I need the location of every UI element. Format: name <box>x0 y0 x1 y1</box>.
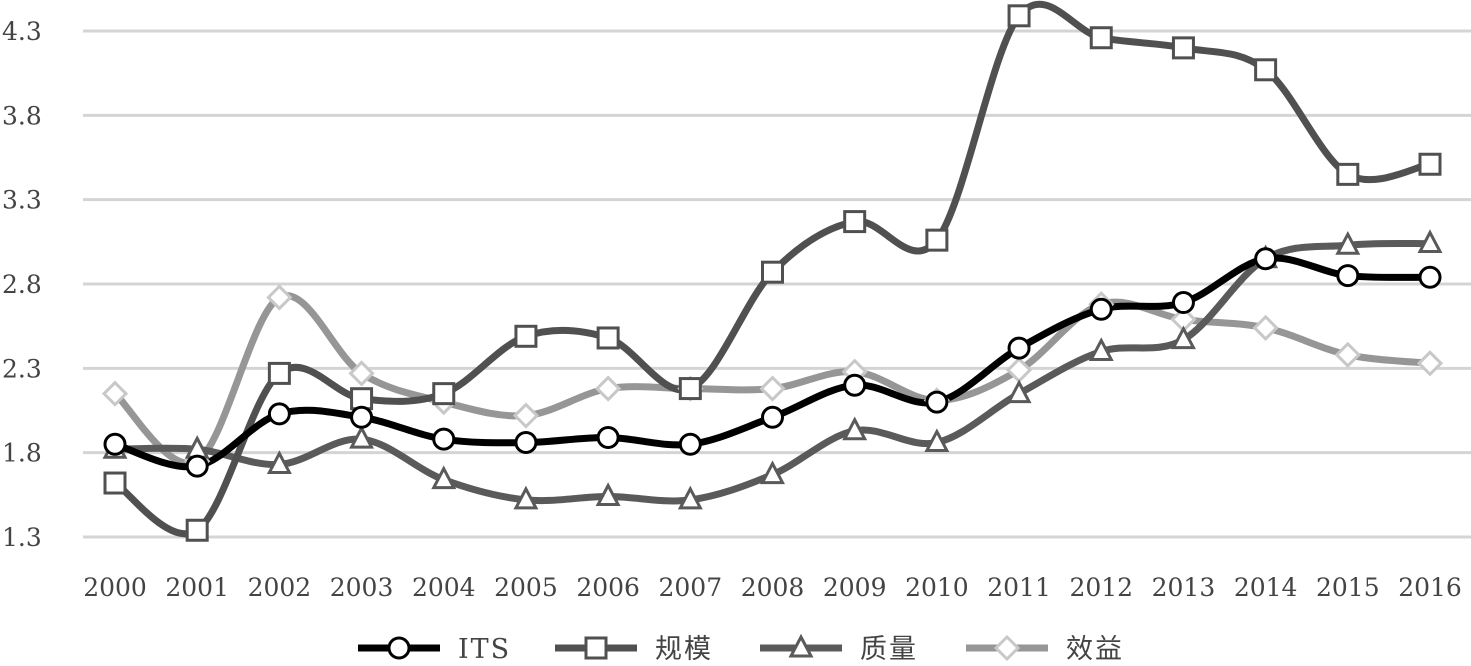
x-tick-label: 2004 <box>412 573 476 602</box>
data-point <box>678 377 702 401</box>
legend-label: 效益 <box>1066 634 1124 662</box>
series-markers <box>101 4 1444 542</box>
data-point <box>185 454 209 478</box>
data-point <box>267 361 291 385</box>
data-point <box>1007 336 1031 360</box>
data-point <box>1417 229 1443 254</box>
y-tick-label: 1.3 <box>2 523 42 552</box>
x-tick-label: 2011 <box>987 573 1051 602</box>
data-point <box>925 228 949 252</box>
data-point <box>1007 4 1031 28</box>
data-point <box>266 284 293 311</box>
data-point <box>1418 152 1442 176</box>
x-tick-label: 2005 <box>494 573 558 602</box>
legend-marker <box>584 636 608 660</box>
data-point <box>595 482 621 507</box>
data-point <box>103 471 127 495</box>
data-point <box>267 402 291 426</box>
data-point <box>596 425 620 449</box>
y-tick-label: 1.8 <box>2 439 42 468</box>
data-point <box>1416 350 1444 377</box>
data-point <box>432 427 456 451</box>
data-point <box>1335 230 1361 255</box>
data-point <box>1252 314 1279 341</box>
y-tick-label: 3.3 <box>2 186 42 215</box>
data-point <box>761 260 784 284</box>
x-tick-label: 2001 <box>165 573 229 602</box>
data-point <box>1171 291 1195 315</box>
data-point <box>595 375 622 402</box>
legend-label: 质量 <box>860 634 918 662</box>
legend-label: ITS <box>458 634 511 662</box>
x-tick-label: 2002 <box>248 573 312 602</box>
legend-marker <box>387 636 411 660</box>
data-point <box>761 405 784 429</box>
data-point <box>760 460 785 485</box>
data-point <box>1336 162 1360 186</box>
data-point <box>266 450 292 474</box>
x-tick-label: 2003 <box>330 573 394 602</box>
data-point <box>350 405 374 429</box>
y-tick-label: 2.8 <box>2 270 42 299</box>
y-tick-label: 2.3 <box>2 354 42 383</box>
data-point <box>1006 379 1032 404</box>
x-tick-label: 2006 <box>576 573 640 602</box>
data-point <box>1088 337 1114 361</box>
data-point <box>514 431 538 455</box>
x-tick-label: 2013 <box>1152 573 1216 602</box>
y-tick-label: 3.8 <box>2 101 42 130</box>
data-point <box>513 485 539 510</box>
x-tick-label: 2015 <box>1316 573 1380 602</box>
data-point <box>101 380 129 407</box>
data-point <box>103 432 127 456</box>
legend-entry: ITS <box>358 634 511 665</box>
data-point <box>1171 36 1195 60</box>
legend-entry: 规模 <box>555 634 713 665</box>
legend-entry: 质量 <box>760 633 918 665</box>
data-point <box>432 382 456 406</box>
data-point <box>1254 247 1278 271</box>
x-tick-label: 2010 <box>905 573 969 602</box>
legend-label: 规模 <box>655 634 713 662</box>
data-point <box>1334 341 1361 368</box>
data-point <box>512 402 540 429</box>
data-point <box>350 387 374 411</box>
data-point <box>1170 325 1196 350</box>
data-point <box>1089 297 1113 321</box>
legend-marker <box>788 633 814 658</box>
data-point <box>924 428 950 453</box>
legend-entry: 效益 <box>966 634 1124 665</box>
x-tick-label: 2012 <box>1069 573 1133 602</box>
y-axis-ticks: 1.3 1.8 2.3 2.8 3.3 3.8 4.3 <box>2 17 42 552</box>
data-point <box>431 465 457 490</box>
data-point <box>1418 265 1442 289</box>
data-point <box>1089 26 1113 50</box>
x-tick-label: 2009 <box>823 573 887 602</box>
data-point <box>1336 264 1360 288</box>
legend: ITS 规模 质量 效益 <box>358 633 1124 665</box>
data-point <box>759 375 786 402</box>
legend-marker <box>993 634 1021 662</box>
x-tick-label: 2000 <box>83 573 147 602</box>
data-point <box>185 518 209 542</box>
data-point <box>843 373 867 397</box>
x-tick-label: 2008 <box>741 573 805 602</box>
data-point <box>677 485 703 510</box>
data-point <box>349 424 375 449</box>
data-point <box>514 324 538 348</box>
data-point <box>348 360 375 387</box>
data-point <box>843 210 867 234</box>
data-point <box>678 432 702 456</box>
x-axis-ticks: 2000 2001 2002 2003 2004 2005 2006 2007 2008 2009… <box>83 573 1462 602</box>
data-point <box>925 390 949 414</box>
data-point <box>842 416 868 441</box>
y-tick-label: 4.3 <box>2 17 42 46</box>
x-tick-label: 2014 <box>1234 573 1298 602</box>
x-tick-label: 2016 <box>1398 573 1462 602</box>
x-tick-label: 2007 <box>659 573 723 602</box>
data-point <box>596 326 620 350</box>
data-point <box>1254 58 1278 82</box>
